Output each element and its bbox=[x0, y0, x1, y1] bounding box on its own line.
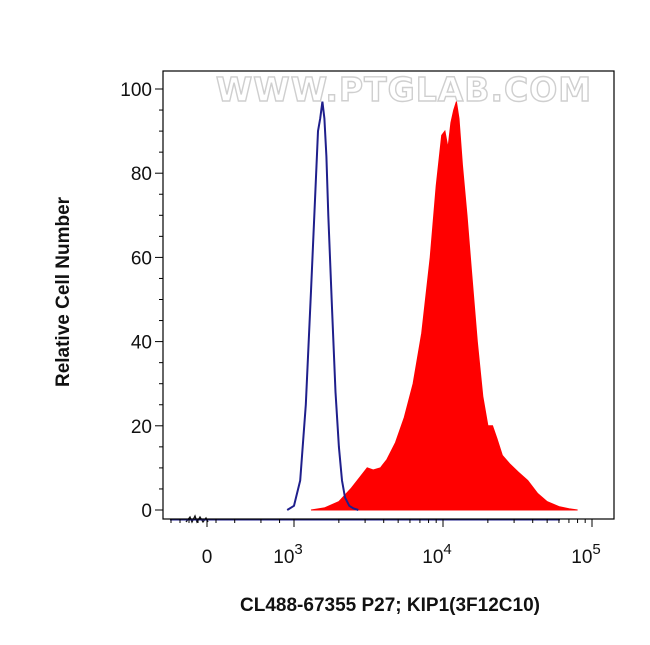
y-tick-label: 20 bbox=[131, 417, 152, 438]
y-tick-label: 80 bbox=[131, 164, 152, 185]
x-tick-base: 10 bbox=[571, 547, 592, 568]
x-tick-base: 0 bbox=[202, 547, 213, 568]
y-tick-label: 0 bbox=[141, 501, 152, 522]
y-tick-label: 40 bbox=[131, 333, 152, 354]
x-tick-exponent: 3 bbox=[294, 541, 302, 558]
plot-frame bbox=[162, 70, 615, 520]
y-tick-label: 100 bbox=[120, 80, 152, 101]
y-tick-label: 60 bbox=[131, 248, 152, 269]
y-axis-title: Relative Cell Number bbox=[53, 196, 74, 387]
x-axis-title: CL488-67355 P27; KIP1(3F12C10) bbox=[240, 595, 540, 616]
x-tick-exponent: 4 bbox=[443, 541, 451, 558]
series-filled-histogram bbox=[310, 101, 578, 511]
x-tick-label: 104 bbox=[422, 541, 451, 568]
x-tick-label: 103 bbox=[273, 541, 302, 568]
x-tick-base: 10 bbox=[422, 547, 443, 568]
x-tick-label: 0 bbox=[202, 547, 213, 568]
x-tick-base: 10 bbox=[273, 547, 294, 568]
watermark-text: WWW.PTGLAB.COM bbox=[216, 70, 592, 109]
x-tick-label: 105 bbox=[571, 541, 600, 568]
series-outline-histogram bbox=[286, 101, 359, 511]
x-tick-exponent: 5 bbox=[592, 541, 600, 558]
